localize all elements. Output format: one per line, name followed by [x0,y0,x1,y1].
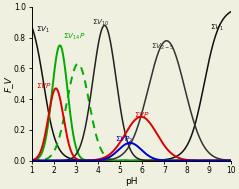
X-axis label: pH: pH [125,177,137,186]
Text: $\Sigma V_1$: $\Sigma V_1$ [36,24,51,35]
Text: $\Sigma V_{10}$: $\Sigma V_{10}$ [92,18,109,29]
Text: $\Sigma V_{14}P$: $\Sigma V_{14}P$ [63,32,86,42]
Text: $\Sigma VP_2$: $\Sigma VP_2$ [115,135,134,145]
Text: $\Sigma VP$: $\Sigma VP$ [135,110,150,119]
Text: $\Sigma V_1$: $\Sigma V_1$ [210,23,224,33]
Text: $\Sigma VP$: $\Sigma VP$ [36,81,52,90]
Text: $\Sigma V_{2-5}$: $\Sigma V_{2-5}$ [151,41,175,52]
Y-axis label: F_V: F_V [4,76,12,92]
